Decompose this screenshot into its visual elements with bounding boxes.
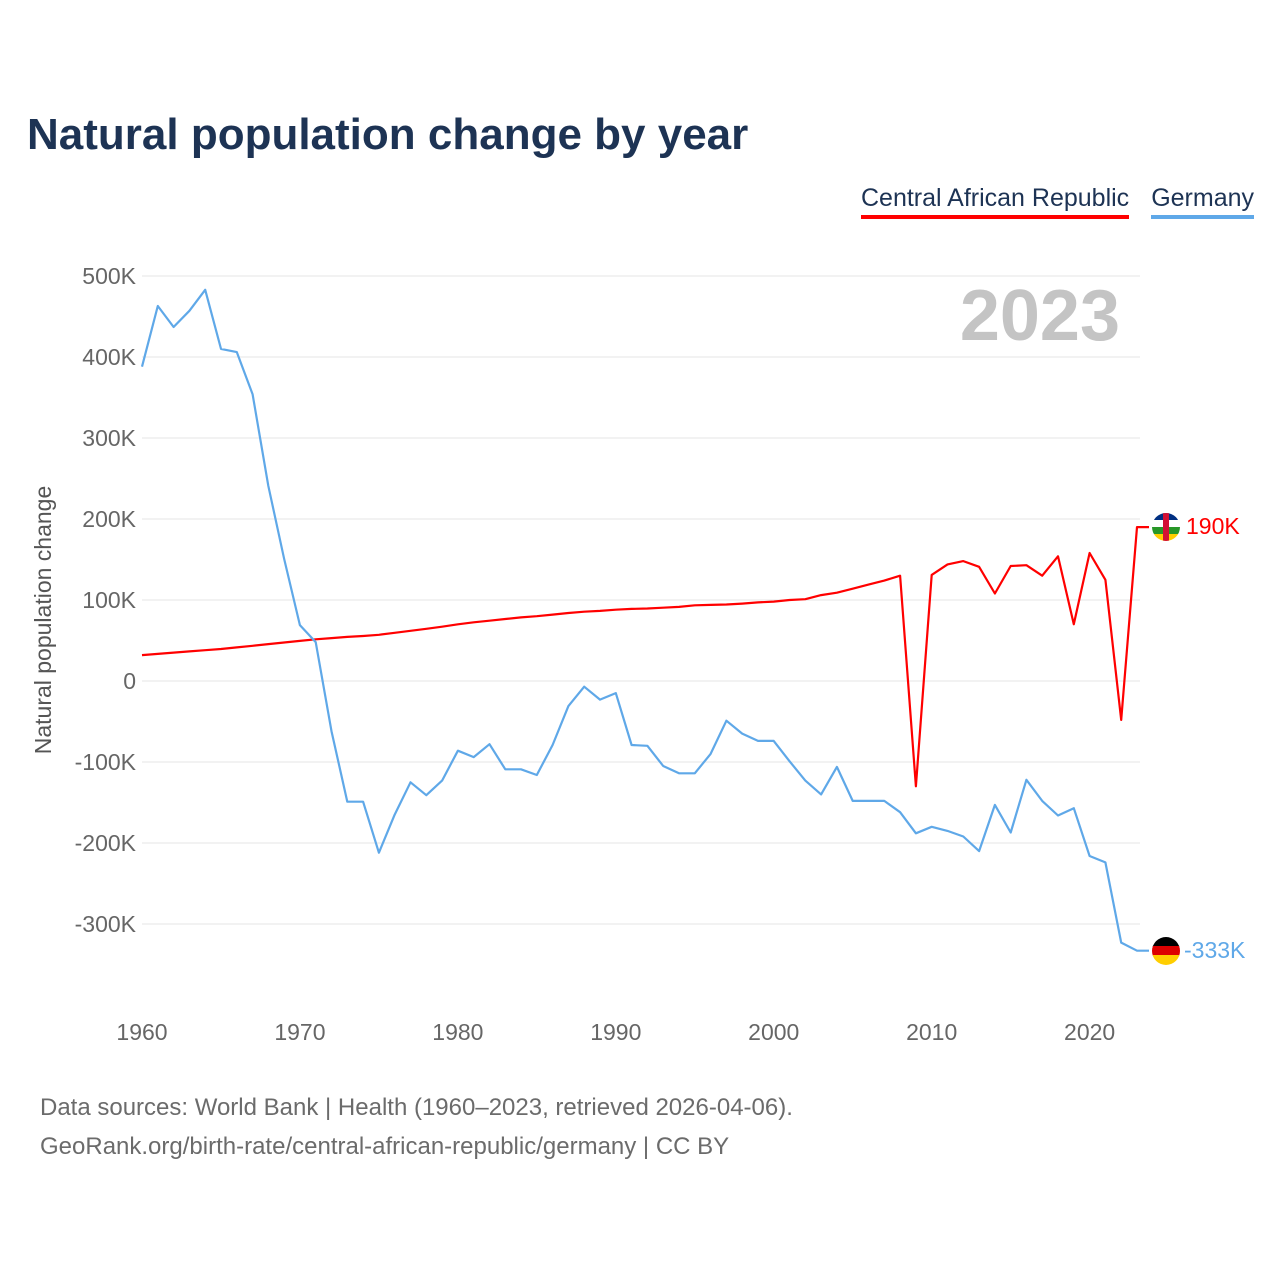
x-tick-label: 2010	[906, 1019, 957, 1045]
x-tick-label: 1990	[590, 1019, 641, 1045]
y-tick-label: -300K	[75, 911, 137, 937]
x-tick-label: 1970	[274, 1019, 325, 1045]
y-tick-label: 200K	[82, 506, 136, 532]
legend-item-germany[interactable]: Germany	[1151, 184, 1254, 219]
y-tick-label: 300K	[82, 425, 136, 451]
y-tick-label: -200K	[75, 830, 137, 856]
y-axis-label: Natural population change	[30, 486, 56, 755]
chart-title: Natural population change by year	[27, 110, 749, 159]
x-tick-label: 1980	[432, 1019, 483, 1045]
y-tick-label: -100K	[75, 749, 137, 775]
y-tick-label: 500K	[82, 263, 136, 289]
source-url[interactable]: GeoRank.org/birth-rate/central-african-r…	[40, 1133, 730, 1160]
legend: Central African Republic Germany	[860, 184, 1254, 219]
series-line-germany[interactable]	[140, 288, 1149, 952]
x-tick-label: 1960	[116, 1019, 167, 1045]
source-note: Data sources: World Bank | Health (1960–…	[40, 1088, 793, 1166]
year-watermark: 2023	[960, 276, 1120, 356]
y-tick-label: 100K	[82, 587, 136, 613]
legend-item-central-african-republic[interactable]: Central African Republic	[860, 184, 1130, 219]
series-line-central-african-republic[interactable]	[141, 526, 1149, 788]
flag-central-african-republic-icon	[1152, 513, 1180, 541]
y-tick-label: 0	[123, 668, 136, 694]
flag-germany-icon	[1152, 937, 1180, 965]
y-tick-label: 400K	[82, 344, 136, 370]
x-tick-label: 2020	[1064, 1019, 1115, 1045]
source-line: Data sources: World Bank | Health (1960–…	[40, 1094, 793, 1121]
x-tick-label: 2000	[748, 1019, 799, 1045]
end-label-germany: -333K	[1184, 937, 1246, 963]
end-label-central-african-republic: 190K	[1186, 513, 1240, 539]
